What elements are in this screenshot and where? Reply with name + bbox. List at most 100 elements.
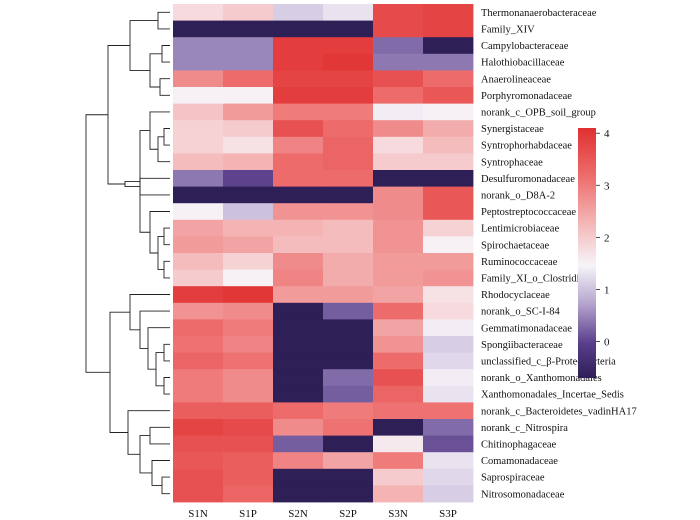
heatmap-cell	[223, 53, 274, 71]
heatmap-cell	[423, 452, 474, 470]
row-label: Syntrophaceae	[481, 157, 543, 168]
heatmap-cell	[223, 120, 274, 138]
heatmap-cell	[223, 302, 274, 320]
dendrogram-branch	[157, 235, 164, 271]
heatmap-cell	[373, 87, 424, 104]
heatmap-cell	[173, 186, 224, 204]
row-label: Xanthomonadales_Incertae_Sedis	[481, 390, 624, 401]
heatmap-cell	[373, 203, 424, 221]
heatmap-cell	[423, 352, 474, 370]
heatmap-cell	[373, 485, 424, 503]
heatmap-cell	[273, 20, 324, 38]
heatmap-cell	[423, 402, 474, 420]
column-label: S1N	[188, 508, 208, 520]
heatmap-cell	[273, 37, 324, 55]
heatmap-cell	[173, 485, 224, 503]
heatmap-cell	[323, 286, 374, 304]
heatmap-cell	[173, 103, 224, 121]
heatmap-cell	[173, 336, 224, 353]
dendrogram-branch	[127, 410, 170, 455]
heatmap-cell	[373, 53, 424, 71]
heatmap-cell	[173, 87, 224, 104]
heatmap-cell	[323, 103, 374, 121]
heatmap-cell	[273, 269, 324, 287]
heatmap-cell	[323, 186, 374, 204]
heatmap-cell	[423, 253, 474, 270]
column-labels: S1N S1P S2N S2P S3N S3P	[188, 508, 457, 520]
dendrogram-branch	[157, 11, 170, 30]
column-label: S3N	[388, 508, 408, 520]
heatmap-cell	[273, 352, 324, 370]
heatmap-cell	[423, 286, 474, 304]
heatmap-cell	[323, 452, 374, 470]
dendrogram-branch	[139, 310, 170, 349]
heatmap-cell	[223, 319, 274, 337]
heatmap-cell	[273, 170, 324, 187]
heatmap-cell	[373, 186, 424, 204]
dendrogram-branch	[161, 45, 170, 63]
heatmap-cell	[373, 20, 424, 38]
heatmap-cell	[223, 136, 274, 154]
heatmap-cell	[423, 336, 474, 353]
row-label: Gemmatimonadaceae	[481, 323, 572, 334]
heatmap-cell	[373, 153, 424, 171]
heatmap-cell	[273, 203, 324, 221]
row-label: unclassified_c_β-Proteobacteria	[481, 357, 616, 368]
heatmap-cell	[273, 70, 324, 88]
heatmap-cell	[223, 269, 274, 287]
dendrogram-branch	[109, 311, 130, 433]
heatmap-cell	[373, 402, 424, 420]
dendrogram-branch	[163, 343, 170, 362]
colorbar-tick-label: 1	[604, 284, 610, 296]
heatmap-cell	[373, 336, 424, 353]
heatmap-cell	[223, 87, 274, 104]
heatmap-cell	[173, 352, 224, 370]
heatmap-cell	[423, 87, 474, 104]
color-legend: 0 1 2 3 4	[578, 128, 610, 378]
heatmap-cell	[173, 253, 224, 270]
row-label: Porphyromonadaceae	[481, 91, 572, 102]
heatmap-cell	[273, 219, 324, 237]
heatmap-cell	[273, 302, 324, 320]
heatmap-cell	[223, 452, 274, 470]
heatmap-cell	[173, 385, 224, 403]
heatmap-cell	[373, 319, 424, 337]
heatmap-cell	[373, 452, 424, 470]
heatmap-cell	[423, 385, 474, 403]
heatmap-cell	[423, 236, 474, 254]
heatmap-cell	[373, 468, 424, 486]
heatmap-cell	[423, 70, 474, 88]
column-label: S1P	[239, 508, 257, 520]
heatmap-cell	[173, 120, 224, 138]
heatmap-cell	[373, 269, 424, 287]
dendrogram-branch	[159, 78, 170, 96]
heatmap-cell	[223, 219, 274, 237]
heatmap-cell	[423, 136, 474, 154]
heatmap-cell	[273, 4, 324, 21]
heatmap-cell	[373, 236, 424, 254]
row-label: Nitrosomonadaceae	[481, 489, 565, 500]
heatmap-cell	[373, 435, 424, 453]
heatmap-cell	[323, 219, 374, 237]
heatmap-cell	[323, 87, 374, 104]
dendrogram-branch	[151, 460, 170, 486]
heatmap-cell	[323, 236, 374, 254]
dendrogram-branch	[124, 180, 140, 188]
heatmap-cell	[323, 20, 374, 38]
heatmap-cell	[323, 203, 374, 221]
heatmap-cell	[423, 170, 474, 187]
dendrogram-branch	[139, 130, 150, 233]
dendrogram-branch	[163, 377, 170, 395]
heatmap-cell	[323, 136, 374, 154]
heatmap-cell	[423, 369, 474, 387]
heatmap-cell	[373, 369, 424, 387]
heatmap-cell	[173, 269, 224, 287]
row-label: Syntrophorhabdaceae	[481, 141, 572, 152]
heatmap-cells	[173, 4, 474, 503]
heatmap-cell	[223, 236, 274, 254]
heatmap-cell	[223, 336, 274, 353]
heatmap-cell	[323, 120, 374, 138]
heatmap-cell	[173, 170, 224, 187]
row-label: norank_c_Bacteroidetes_vadinHA17	[481, 406, 637, 417]
heatmap-cell	[423, 302, 474, 320]
